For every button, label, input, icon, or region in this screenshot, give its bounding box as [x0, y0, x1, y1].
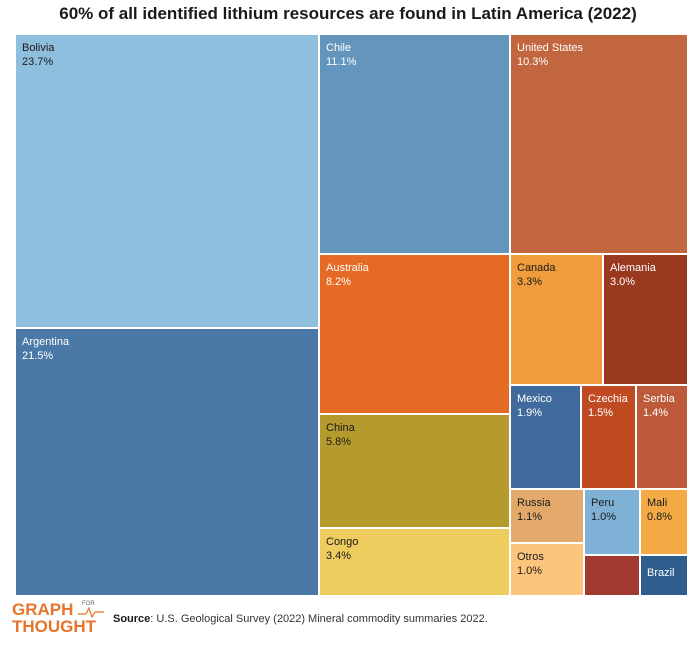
tile-value: 3.4% [326, 550, 352, 562]
tile-name: Mali [647, 497, 668, 509]
tile-bolivia[interactable]: Bolivia 23.7% [15, 34, 319, 328]
tile-chile[interactable]: Chile 11.1% [319, 34, 510, 254]
tile-label: Otros 1.0% [517, 550, 544, 578]
tile-value: 8.2% [326, 276, 352, 288]
tile-label: Chile 11.1% [326, 41, 356, 69]
tile-mexico[interactable]: Mexico 1.9% [510, 385, 581, 489]
tile-name: Mexico [517, 393, 552, 405]
tile-label: Peru 1.0% [591, 496, 616, 524]
tile-alemania[interactable]: Alemania 3.0% [603, 254, 688, 385]
tile-label: Serbia 1.4% [643, 392, 675, 420]
tile-name: Russia [517, 497, 551, 509]
tile-mali[interactable]: Mali 0.8% [640, 489, 688, 555]
footer: GRAPH FOR THOUGHT Source: U.S. Geologica… [12, 600, 692, 640]
tile-label: Argentina 21.5% [22, 335, 69, 363]
tile-value: 1.0% [517, 565, 543, 577]
tile-china[interactable]: China 5.8% [319, 414, 510, 528]
tile-label: Mali 0.8% [647, 496, 672, 524]
tile-peru[interactable]: Peru 1.0% [584, 489, 640, 555]
tile-label: Czechia 1.5% [588, 392, 628, 420]
logo-text-for: FOR [82, 601, 95, 607]
tile-czechia[interactable]: Czechia 1.5% [581, 385, 636, 489]
tile-name: Argentina [22, 336, 70, 348]
tile-value: 1.0% [591, 511, 617, 523]
logo-text-thought: THOUGHT [12, 617, 97, 636]
tile-label: Brazil [647, 566, 675, 580]
tile-name: Alemania [610, 262, 656, 274]
tile-name: Serbia [643, 393, 675, 405]
tile-name: Czechia [588, 393, 628, 405]
tile-name: Bolivia [22, 42, 55, 54]
logo-text-graph: GRAPH [12, 600, 74, 619]
chart-title: 60% of all identified lithium resources … [59, 4, 637, 23]
tile-otros[interactable]: Otros 1.0% [510, 543, 584, 596]
tile-name: Congo [326, 536, 359, 548]
tile-label: Canada 3.3% [517, 261, 556, 289]
tile-name: Otros [517, 551, 544, 563]
tile-name: Peru [591, 497, 615, 509]
tile-label: Congo 3.4% [326, 535, 358, 563]
tile-label: United States 10.3% [517, 41, 583, 69]
tile-united-states[interactable]: United States 10.3% [510, 34, 688, 254]
tile-value: 11.1% [326, 56, 357, 68]
tile-value: 10.3% [517, 56, 549, 68]
tile-label: Mexico 1.9% [517, 392, 552, 420]
tile-unlabeled-16[interactable] [584, 555, 640, 596]
tile-name: United States [517, 42, 584, 54]
tile-russia[interactable]: Russia 1.1% [510, 489, 584, 543]
tile-label: Australia 8.2% [326, 261, 369, 289]
tile-label: Alemania 3.0% [610, 261, 656, 289]
tile-value: 3.3% [517, 276, 543, 288]
source-text: : U.S. Geological Survey (2022) Mineral … [150, 613, 488, 625]
tile-congo[interactable]: Congo 3.4% [319, 528, 510, 596]
tile-argentina[interactable]: Argentina 21.5% [15, 328, 319, 596]
tile-label: Russia 1.1% [517, 496, 551, 524]
tile-name: Canada [517, 262, 556, 274]
graph-for-thought-logo: GRAPH FOR THOUGHT [12, 600, 104, 636]
tile-canada[interactable]: Canada 3.3% [510, 254, 603, 385]
tile-value: 1.9% [517, 407, 543, 419]
source-note: Source: U.S. Geological Survey (2022) Mi… [113, 613, 488, 625]
tile-label: Bolivia 23.7% [22, 41, 54, 69]
logo-pulse-icon [78, 606, 104, 618]
tile-serbia[interactable]: Serbia 1.4% [636, 385, 688, 489]
tile-value: 5.8% [326, 436, 352, 448]
tile-name: China [326, 422, 355, 434]
tile-value: 1.4% [643, 407, 669, 419]
tile-value: 0.8% [647, 511, 673, 523]
tile-name: Brazil [647, 567, 675, 579]
tile-name: Chile [326, 42, 352, 54]
tile-name: Australia [326, 262, 369, 274]
tile-value: 21.5% [22, 350, 54, 362]
tile-brazil[interactable]: Brazil [640, 555, 688, 596]
tile-value: 1.1% [517, 511, 543, 523]
source-label: Source [113, 613, 151, 625]
tile-value: 1.5% [588, 407, 614, 419]
tile-value: 3.0% [610, 276, 636, 288]
tile-value: 23.7% [22, 56, 54, 68]
tile-label: China 5.8% [326, 421, 355, 449]
tile-australia[interactable]: Australia 8.2% [319, 254, 510, 414]
